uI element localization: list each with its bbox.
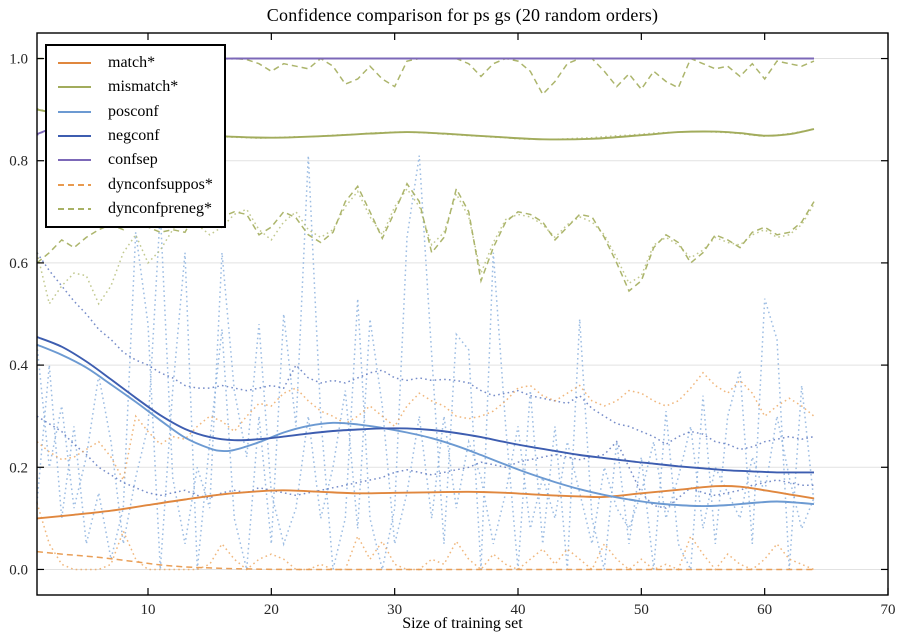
series-negconf-raw-lower-line	[36, 415, 814, 509]
x-tick-label: 10	[141, 602, 156, 618]
series-dynconfsuppos-dashed-line	[36, 550, 814, 571]
legend-label: posconf	[108, 102, 159, 120]
legend-line-sample-match	[58, 62, 91, 65]
series-posconf-raw-b-line	[36, 211, 815, 547]
series-match-smoothed-line	[36, 485, 815, 520]
legend-label: dynconfpreneg*	[108, 199, 212, 217]
series-dynconfpreneg-raw-line	[36, 187, 815, 306]
x-tick-label: 50	[634, 602, 649, 618]
legend-line-sample-dynconfpreneg	[58, 207, 91, 210]
legend-line-sample-negconf	[58, 134, 91, 137]
x-axis-label: Size of training set	[402, 615, 523, 632]
y-tick-label: 0.0	[9, 562, 28, 578]
series-dynconfpreneg-dashed-mid-line	[36, 182, 815, 293]
legend: match* mismatch* posconf negconf confsep…	[45, 44, 226, 228]
legend-label: negconf	[108, 126, 160, 144]
legend-line-sample-dynconfsuppos	[58, 183, 91, 186]
x-tick-label: 60	[757, 602, 772, 618]
legend-item-dynconfpreneg: dynconfpreneg*	[47, 199, 224, 217]
x-tick-label: 70	[881, 602, 896, 618]
series-match-raw-lower-line	[36, 502, 815, 571]
legend-item-negconf: negconf	[47, 126, 224, 144]
x-tick-label: 40	[511, 602, 526, 618]
legend-label: mismatch*	[108, 78, 179, 96]
legend-label: confsep	[108, 151, 158, 169]
x-tick-label: 20	[264, 602, 279, 618]
series-dynconfpreneg-dashed-upper-line	[37, 57, 815, 96]
x-tick-label: 30	[387, 602, 402, 618]
y-tick-label: 0.2	[9, 460, 28, 476]
legend-item-confsep: confsep	[47, 152, 224, 168]
series-posconf-smoothed-line	[36, 343, 815, 508]
series-match-raw-upper-line	[36, 371, 815, 483]
legend-label: dynconfsuppos*	[108, 175, 213, 193]
legend-line-sample-posconf	[58, 110, 91, 113]
series-posconf-raw-a-line	[36, 155, 815, 573]
legend-item-dynconfsuppos: dynconfsuppos*	[47, 175, 224, 193]
legend-item-mismatch: mismatch*	[47, 79, 224, 95]
y-tick-label: 0.8	[9, 154, 28, 170]
y-tick-label: 1.0	[9, 52, 28, 68]
legend-item-posconf: posconf	[47, 102, 224, 120]
legend-label: match*	[108, 54, 156, 72]
legend-line-sample-mismatch	[58, 86, 91, 89]
chart-title: Confidence comparison for ps gs (20 rand…	[266, 5, 659, 25]
legend-line-sample-confsep	[58, 159, 91, 162]
y-tick-label: 0.6	[9, 256, 28, 272]
plot-border	[36, 32, 889, 596]
y-tick-label: 0.4	[9, 358, 28, 374]
series-negconf-raw-upper-line	[36, 252, 815, 451]
series-negconf-smoothed-line	[36, 336, 814, 474]
legend-item-match: match*	[47, 55, 224, 71]
